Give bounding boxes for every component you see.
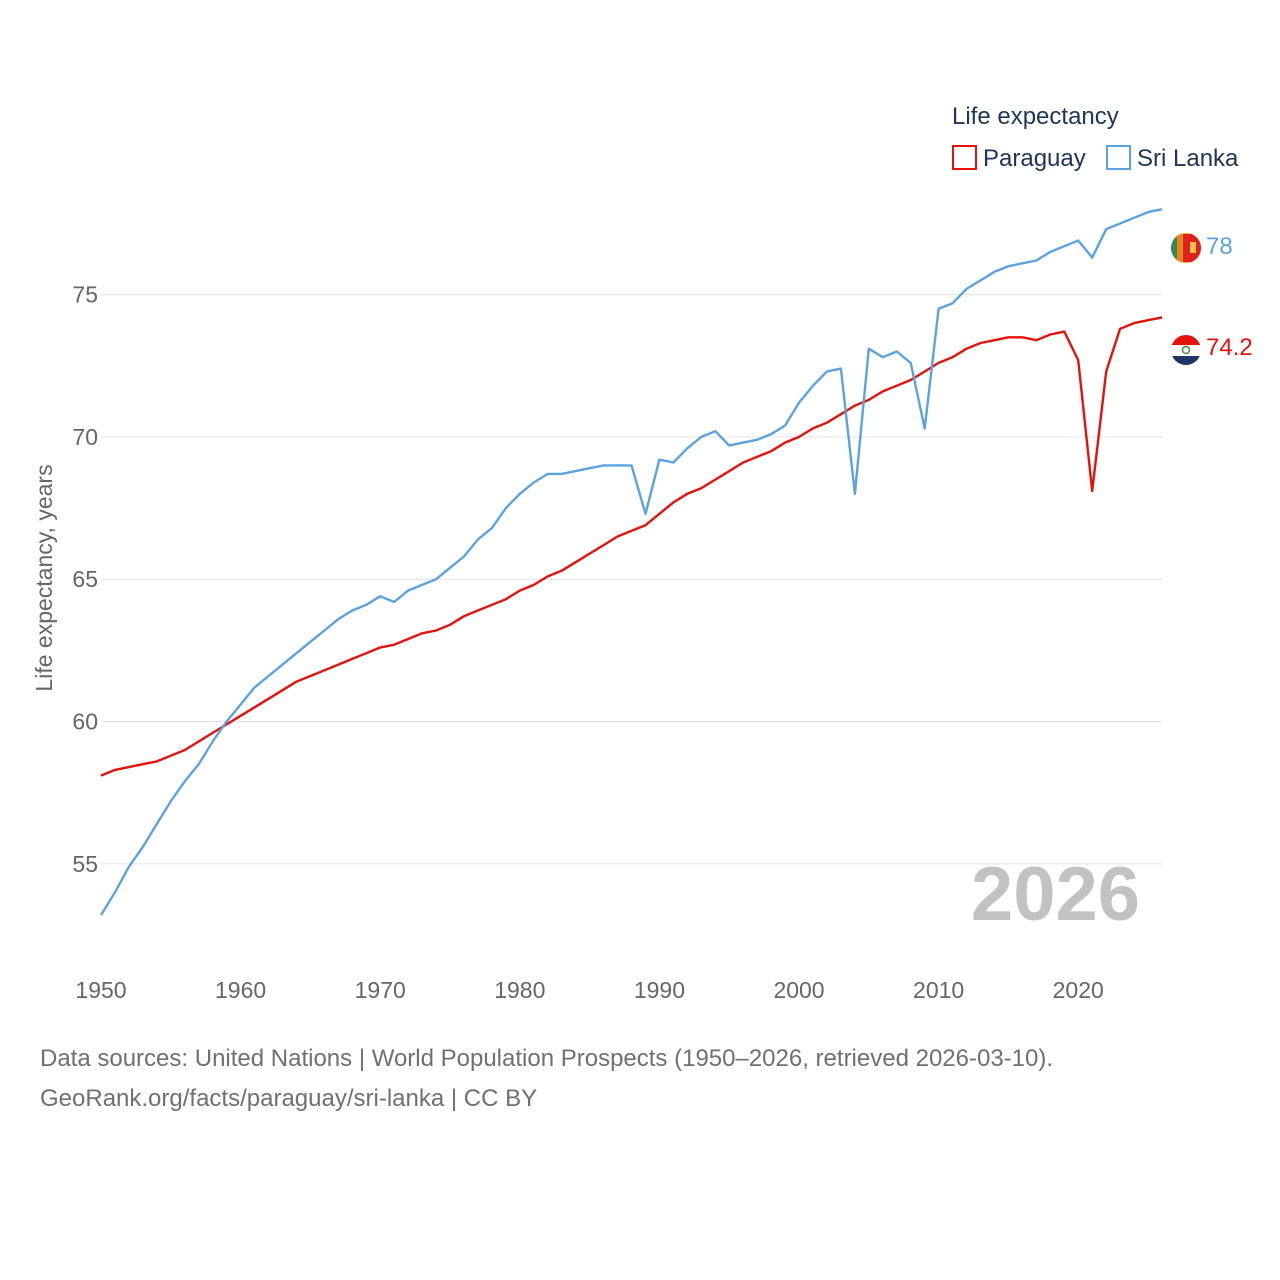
x-tick-label-1970: 1970 bbox=[355, 977, 406, 1003]
x-tick-label-2010: 2010 bbox=[913, 977, 964, 1003]
end-label-paraguay: 74.2 bbox=[1206, 334, 1253, 361]
series-line-sri-lanka[interactable] bbox=[99, 208, 1163, 916]
source-url[interactable]: GeoRank.org/facts/paraguay/sri-lanka | C… bbox=[40, 1085, 538, 1112]
y-tick-label-60: 60 bbox=[72, 709, 98, 735]
y-tick-label-70: 70 bbox=[72, 424, 98, 450]
x-tick-label-2020: 2020 bbox=[1053, 977, 1104, 1003]
x-tick-label-1980: 1980 bbox=[494, 977, 545, 1003]
legend-title: Life expectancy bbox=[952, 103, 1119, 130]
legend-label-paraguay[interactable]: Paraguay bbox=[983, 145, 1086, 172]
legend-swatch-paraguay[interactable] bbox=[952, 145, 977, 170]
x-tick-label-1950: 1950 bbox=[75, 977, 126, 1003]
y-axis-label: Life expectancy, years bbox=[31, 464, 57, 691]
x-tick-label-2000: 2000 bbox=[773, 977, 824, 1003]
y-tick-label-75: 75 bbox=[72, 282, 98, 308]
paraguay-flag-icon bbox=[1171, 335, 1201, 365]
end-label-sri-lanka: 78 bbox=[1206, 233, 1233, 260]
gridlines bbox=[101, 294, 1162, 865]
sri-lanka-flag-icon bbox=[1171, 233, 1201, 263]
legend-label-sri-lanka[interactable]: Sri Lanka bbox=[1137, 145, 1239, 172]
data-source-note: Data sources: United Nations | World Pop… bbox=[40, 1045, 1054, 1072]
x-axis-ticks: 1950 1960 1970 1980 1990 2000 2010 2020 bbox=[75, 977, 1103, 1003]
y-tick-label-55: 55 bbox=[72, 851, 98, 877]
y-tick-label-65: 65 bbox=[72, 566, 98, 592]
y-axis-ticks: 55 60 65 70 75 bbox=[72, 282, 98, 877]
x-tick-label-1960: 1960 bbox=[215, 977, 266, 1003]
x-tick-label-1990: 1990 bbox=[634, 977, 685, 1003]
legend-swatch-sri-lanka[interactable] bbox=[1106, 145, 1131, 170]
series-line-paraguay[interactable] bbox=[100, 316, 1163, 777]
series-lines bbox=[99, 208, 1163, 916]
year-watermark: 2026 bbox=[971, 852, 1140, 937]
